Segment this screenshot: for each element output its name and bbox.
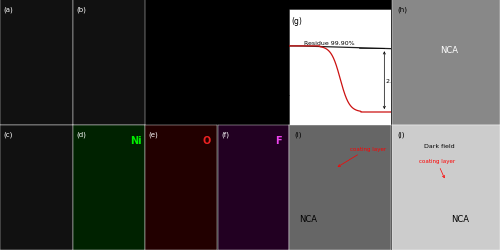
Text: (b): (b) [76, 6, 86, 13]
Text: (j): (j) [397, 131, 404, 138]
Text: Dark field: Dark field [424, 144, 454, 149]
Text: (g): (g) [291, 17, 302, 26]
Text: (d): (d) [76, 131, 86, 138]
Text: (a): (a) [4, 6, 14, 13]
Text: coating layer: coating layer [338, 146, 386, 167]
Text: Residue 99.90%: Residue 99.90% [304, 40, 354, 46]
Text: Residue 97.31 %: Residue 97.31 % [326, 128, 378, 133]
Text: (h): (h) [397, 6, 407, 13]
Text: Ni: Ni [130, 135, 142, 145]
Text: NCA: NCA [440, 46, 458, 54]
Text: (i): (i) [294, 131, 302, 138]
Text: (e): (e) [148, 131, 158, 138]
Legend: Pristine NCA, NCA with PPC-ICP: Pristine NCA, NCA with PPC-ICP [292, 226, 352, 240]
Text: coating layer: coating layer [418, 158, 455, 178]
Text: F: F [274, 135, 281, 145]
Y-axis label: Weight (%): Weight (%) [259, 107, 266, 146]
Text: NCA: NCA [451, 214, 469, 223]
Text: 2.59 %: 2.59 % [386, 78, 408, 84]
Text: (f): (f) [221, 131, 229, 138]
Text: NCA: NCA [299, 214, 318, 223]
Text: O: O [203, 135, 211, 145]
Text: (c): (c) [4, 131, 13, 138]
